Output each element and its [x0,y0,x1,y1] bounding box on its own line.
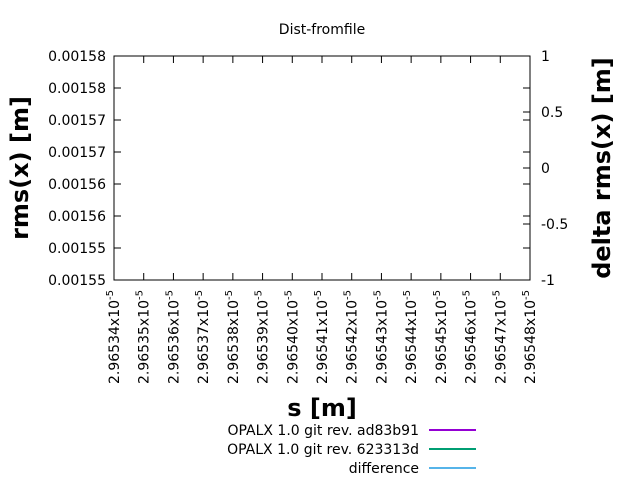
y2-tick-label: 1 [541,49,550,65]
x-tick-label: 2.96538x10-5 [224,290,242,384]
x-tick-label: 2.96540x10-5 [283,290,301,384]
y-tick-label: 0.00155 [48,241,106,257]
y-tick-label: 0.00155 [48,273,106,289]
x-tick-label: 2.96544x10-5 [402,290,420,384]
y-tick-label: 0.00156 [48,209,106,225]
x-tick-label: 2.96537x10-5 [194,290,212,384]
legend-label: difference [349,461,419,477]
y2-axis-label: delta rms(x) [m] [588,57,616,279]
y-tick-label: 0.00156 [48,177,106,193]
plot-frame [113,55,531,281]
x-tick-label: 2.96535x10-5 [135,290,153,384]
legend-label: OPALX 1.0 git rev. 623313d [227,442,419,458]
legend-label: OPALX 1.0 git rev. ad83b91 [227,423,419,439]
y-tick-label: 0.00158 [48,81,106,97]
x-tick-label: 2.96546x10-5 [462,290,480,384]
x-tick-label: 2.96536x10-5 [164,290,182,384]
legend: OPALX 1.0 git rev. ad83b91 OPALX 1.0 git … [227,423,476,477]
y-axis-label: rms(x) [m] [6,96,34,240]
x-tick-label: 2.96543x10-5 [372,290,390,384]
x-tick-label: 2.96539x10-5 [254,290,272,384]
y-tick-label: 0.00157 [48,145,106,161]
x-tick-label: 2.96541x10-5 [313,290,331,384]
x-tick-label: 2.96542x10-5 [343,290,361,384]
chart-title: Dist-fromfile [279,22,365,38]
y2-tick-label: 0 [541,161,550,177]
x-tick-label: 2.96545x10-5 [432,290,450,384]
y-tick-label: 0.00157 [48,113,106,129]
y2-tick-label: -0.5 [541,217,568,233]
x-tick-label: 2.96547x10-5 [491,290,509,384]
x-axis-label: s [m] [287,394,357,422]
x-tick-label: 2.96548x10-5 [521,290,539,384]
y2-tick-label: -1 [541,273,555,289]
y2-tick-label: 0.5 [541,105,563,121]
y-tick-label: 0.00158 [48,49,106,65]
x-tick-label: 2.96534x10-5 [105,290,123,384]
